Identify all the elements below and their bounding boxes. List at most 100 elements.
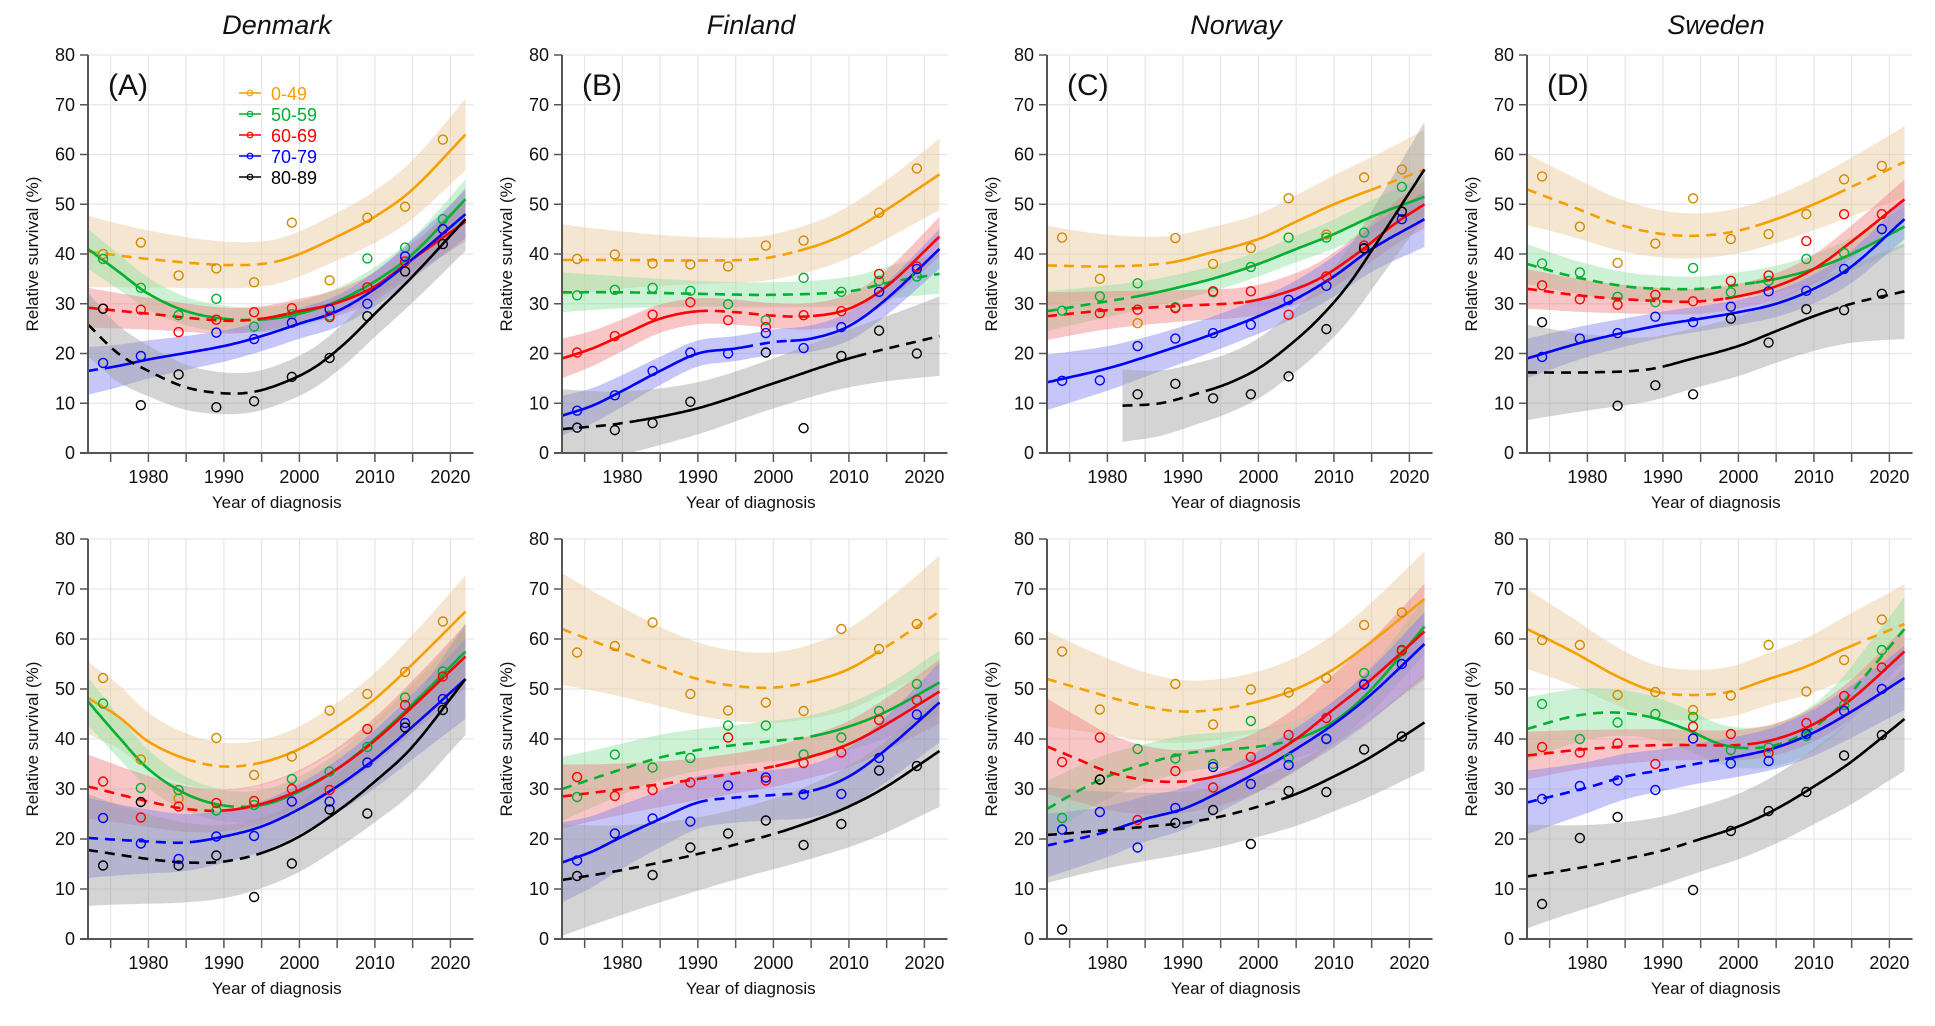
data-point-60-69 xyxy=(1132,304,1143,315)
fit-line-60-69 xyxy=(225,655,467,812)
x-tick-label: 2020 xyxy=(1389,953,1429,973)
legend-swatch-marker xyxy=(246,110,254,118)
data-point-60-69 xyxy=(1207,286,1219,297)
data-point-80-89 xyxy=(911,348,923,359)
y-tick-label: 30 xyxy=(1014,294,1034,314)
data-point-70-79 xyxy=(362,757,373,768)
data-point-70-79 xyxy=(437,693,449,705)
data-point-0-49 xyxy=(571,647,583,658)
fit-line-dashed-0-49 xyxy=(562,249,799,262)
y-tick-label: 60 xyxy=(1494,629,1514,649)
data-point-50-59 xyxy=(1801,253,1812,265)
data-point-80-89 xyxy=(1725,825,1737,837)
x-tick-label: 1990 xyxy=(204,953,244,973)
panel-label: (A) xyxy=(108,69,148,102)
data-point-0-49 xyxy=(1876,614,1888,625)
legend-label: 0-49 xyxy=(271,84,307,104)
data-point-70-79 xyxy=(1687,733,1699,744)
data-point-60-69 xyxy=(571,771,583,783)
fit-line-50-59 xyxy=(87,247,225,320)
data-point-60-69 xyxy=(1536,741,1548,753)
data-point-80-89 xyxy=(1170,378,1181,390)
fit-line-dashed-0-49 xyxy=(1655,687,1741,697)
data-point-50-59 xyxy=(211,293,222,304)
data-point-80-89 xyxy=(1801,786,1812,798)
y-tick-label: 0 xyxy=(65,443,75,463)
y-axis-title: Relative survival (%) xyxy=(23,662,42,817)
fit-line-dashed-60-69 xyxy=(1046,745,1193,784)
ci-band-70-79 xyxy=(562,662,940,903)
x-tick-label: 2000 xyxy=(753,953,793,973)
data-point-70-79 xyxy=(1536,351,1548,363)
fit-line-80-89 xyxy=(1664,309,1830,368)
data-point-80-89 xyxy=(873,765,885,776)
x-tick-label: 1980 xyxy=(1087,953,1127,973)
fit-line-60-69 xyxy=(263,220,467,320)
data-point-80-89 xyxy=(1536,898,1548,910)
fit-line-60-69 xyxy=(561,309,699,360)
data-point-0-49 xyxy=(1245,684,1257,695)
data-point-60-69 xyxy=(286,303,298,314)
data-point-60-69 xyxy=(760,775,772,786)
data-point-80-89 xyxy=(1245,389,1257,400)
data-point-80-89 xyxy=(1763,805,1774,817)
data-point-0-49 xyxy=(1321,672,1332,684)
data-point-0-49 xyxy=(1245,242,1257,254)
data-point-60-69 xyxy=(1612,738,1623,749)
data-point-50-59 xyxy=(571,290,583,301)
y-tick-label: 10 xyxy=(1014,879,1034,899)
data-point-0-49 xyxy=(1838,654,1850,666)
data-point-70-79 xyxy=(1245,319,1257,330)
y-tick-label: 0 xyxy=(539,929,549,949)
country-title-norway: Norway xyxy=(1190,10,1283,40)
x-tick-label: 2020 xyxy=(1869,953,1909,973)
data-point-0-49 xyxy=(1801,208,1812,220)
data-point-80-89 xyxy=(97,303,109,314)
data-point-50-59 xyxy=(1170,753,1181,764)
data-point-50-59 xyxy=(1207,758,1219,770)
data-point-70-79 xyxy=(286,796,298,807)
y-tick-label: 50 xyxy=(55,194,75,214)
x-tick-label: 1990 xyxy=(1163,467,1203,487)
x-axis-title: Year of diagnosis xyxy=(212,493,342,512)
x-tick-label: 2000 xyxy=(753,467,793,487)
data-point-60-69 xyxy=(798,309,809,321)
x-tick-label: 2020 xyxy=(1389,467,1429,487)
data-point-60-69 xyxy=(722,732,734,743)
ci-band-80-89 xyxy=(1527,667,1905,929)
data-point-70-79 xyxy=(399,717,411,729)
data-point-80-89 xyxy=(1396,206,1408,217)
data-point-0-49 xyxy=(1612,689,1623,701)
data-point-70-79 xyxy=(1725,301,1737,312)
data-point-50-59 xyxy=(1725,744,1737,756)
data-point-0-49 xyxy=(1725,233,1737,245)
data-point-80-89 xyxy=(437,238,449,250)
data-point-80-89 xyxy=(1132,389,1143,400)
data-point-60-69 xyxy=(1876,662,1888,673)
fit-line-dashed-80-89 xyxy=(561,419,640,431)
y-axis-title: Relative survival (%) xyxy=(982,177,1001,332)
fit-line-60-69 xyxy=(1755,650,1906,745)
data-point-70-79 xyxy=(911,709,923,720)
y-tick-label: 20 xyxy=(1014,344,1034,364)
x-tick-label: 1990 xyxy=(1643,467,1683,487)
data-point-60-69 xyxy=(1283,729,1294,741)
y-tick-label: 50 xyxy=(1494,679,1514,699)
data-point-50-59 xyxy=(1358,667,1370,679)
y-tick-label: 30 xyxy=(1494,294,1514,314)
x-tick-label: 2000 xyxy=(1238,953,1278,973)
data-point-0-49 xyxy=(437,134,449,145)
x-tick-label: 1990 xyxy=(1163,953,1203,973)
y-tick-label: 70 xyxy=(1014,579,1034,599)
data-point-70-79 xyxy=(1801,728,1812,740)
y-tick-label: 60 xyxy=(55,629,75,649)
fit-line-dashed-0-49 xyxy=(1046,677,1254,713)
data-point-80-89 xyxy=(1321,786,1332,798)
data-point-0-49 xyxy=(324,275,335,286)
data-point-70-79 xyxy=(1574,780,1586,792)
gridlines xyxy=(1047,54,1433,453)
data-point-0-49 xyxy=(362,212,373,223)
data-point-60-69 xyxy=(1574,747,1586,758)
y-axis-title: Relative survival (%) xyxy=(497,177,516,332)
data-point-80-89 xyxy=(1321,323,1332,335)
